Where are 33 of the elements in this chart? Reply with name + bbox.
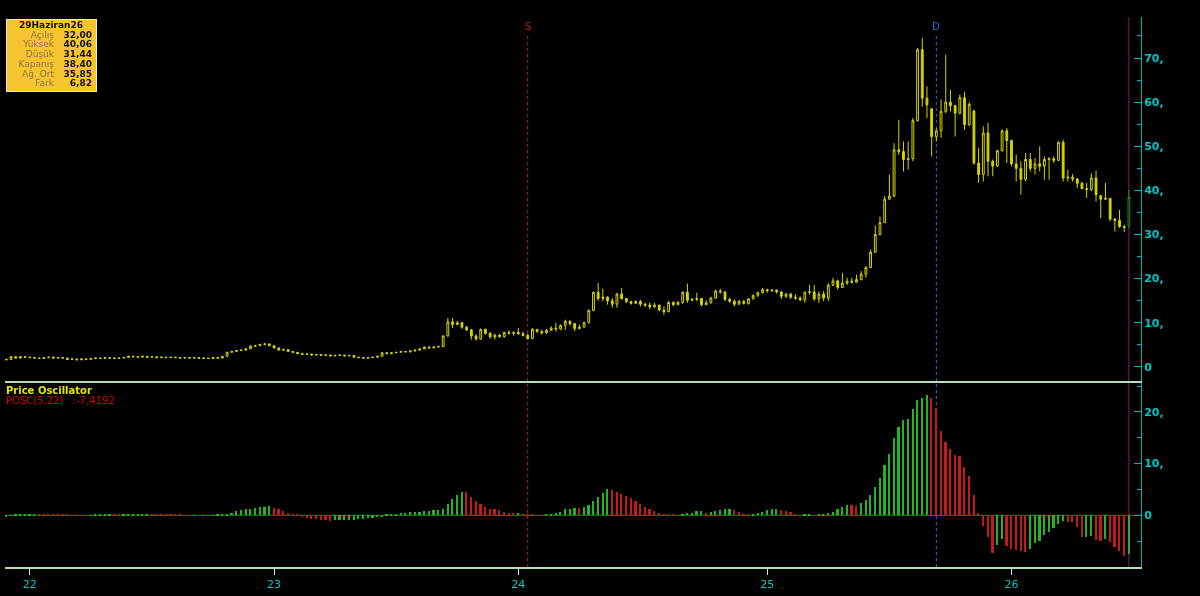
annotation: 35,85 — [63, 68, 92, 79]
x-tick-label: 24 — [511, 578, 526, 592]
y-tick-label: 20, — [1144, 405, 1164, 419]
annotation: 32,00 — [63, 29, 92, 40]
text: POSC(5,22) :-7,4192 — [6, 395, 115, 406]
annotation: Açılış — [30, 29, 54, 41]
annotation: 31,44 — [63, 49, 92, 60]
annotation: 29Haziran26 — [18, 20, 84, 31]
y-tick-label: 0 — [1144, 360, 1153, 374]
annotation: Kapanış — [17, 58, 54, 69]
y-tick-label: 10, — [1144, 457, 1164, 471]
x-tick-label: 23 — [267, 578, 282, 592]
y-tick-label: 0 — [1144, 509, 1153, 523]
y-tick-label: 60, — [1144, 96, 1164, 109]
x-tick-label: 26 — [1004, 578, 1019, 592]
chart-title: Price Oscillator — [6, 385, 92, 396]
ref-line-label: D — [932, 21, 940, 32]
annotation: Yüksek — [22, 39, 54, 50]
x-tick-label: 22 — [22, 578, 37, 592]
annotation: Düşük — [24, 49, 54, 60]
y-tick-label: 10, — [1144, 316, 1164, 330]
x-tick-label: 25 — [760, 578, 775, 592]
ref-line-label: S — [525, 21, 532, 32]
y-tick-label: 40, — [1144, 184, 1164, 198]
annotation: Ağ. Ort — [22, 68, 54, 80]
annotation: 40,06 — [63, 39, 92, 50]
y-tick-label: 50, — [1144, 140, 1164, 154]
annotation: 38,40 — [63, 58, 92, 70]
annotation: 6,82 — [69, 78, 92, 89]
annotation: Fark — [35, 78, 54, 89]
y-tick-label: 30, — [1144, 228, 1164, 242]
y-tick-label: 20, — [1144, 272, 1164, 286]
y-tick-label: 70, — [1144, 51, 1164, 65]
